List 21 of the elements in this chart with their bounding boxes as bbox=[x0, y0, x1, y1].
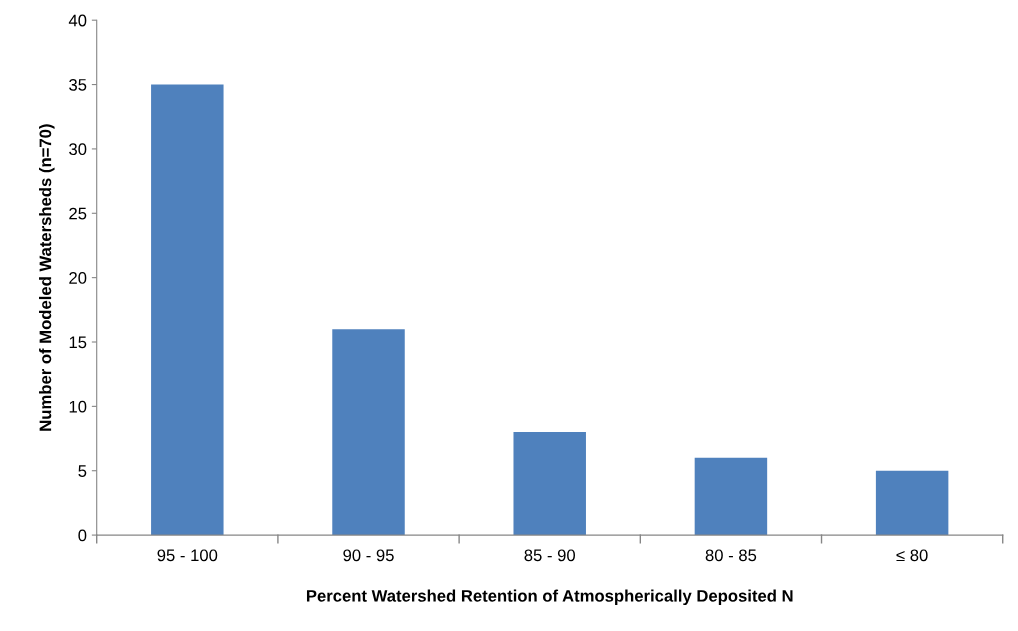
y-tick-label: 20 bbox=[69, 272, 87, 284]
x-tick-label: 85 - 90 bbox=[524, 549, 576, 562]
x-tick-label: 80 - 85 bbox=[705, 549, 757, 562]
x-tick-label: 95 - 100 bbox=[157, 549, 218, 562]
bar bbox=[513, 432, 586, 536]
y-tick-label: 25 bbox=[69, 207, 87, 220]
y-tick-label: 0 bbox=[78, 529, 87, 542]
y-axis-title: Number of Modeled Watersheds (n=70) bbox=[39, 124, 55, 431]
bar bbox=[875, 470, 949, 536]
bar bbox=[694, 457, 768, 536]
y-tick-label: 10 bbox=[69, 400, 87, 413]
y-tick-label: 35 bbox=[69, 78, 87, 91]
x-tick-label: ≤ 80 bbox=[896, 549, 928, 562]
y-tick-label: 40 bbox=[68, 14, 87, 27]
y-tick-label: 15 bbox=[69, 336, 87, 349]
y-tick-label: 30 bbox=[69, 143, 87, 156]
x-axis-title: Percent Watershed Retention of Atmospherically Deposited N bbox=[306, 589, 793, 606]
bar bbox=[151, 84, 224, 536]
bar bbox=[332, 329, 405, 536]
x-tick-label: 90 - 95 bbox=[343, 549, 394, 562]
y-tick-label: 5 bbox=[78, 465, 87, 477]
